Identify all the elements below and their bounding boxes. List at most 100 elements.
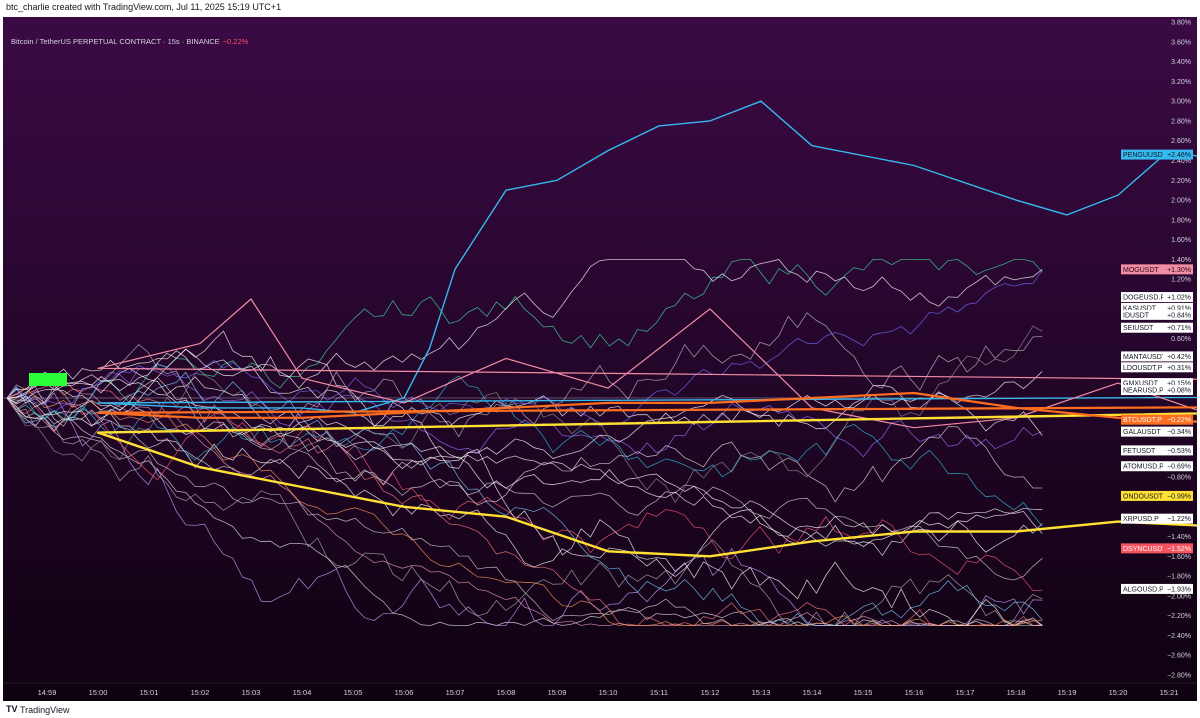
series-label: XRPUSD.P −1.22% [1121,513,1193,524]
brand-text: TradingView [20,705,70,715]
series-label: MANTAUSDT +0.42% [1121,351,1193,362]
x-tick-label: 15:13 [752,688,771,697]
series-label-value: +0.31% [1167,365,1191,372]
footer-bar: TV TradingView [0,701,1200,718]
series-label: ATOMUSD.P −0.69% [1121,461,1193,472]
background-series-line [6,387,1043,626]
series-label-value: −0.22% [1167,417,1191,424]
series-label-value: +0.42% [1167,354,1191,361]
series-label-name: GALAUSDT [1123,429,1161,436]
y-tick-label: 2.00% [1171,198,1191,205]
series-label: SEIUSDT +0.71% [1121,322,1193,333]
y-tick-label: −2.20% [1167,613,1191,620]
series-label-box [1121,322,1163,333]
series-labels: PENGUUSDT +2.46% MOGUSDT +1.30% DOGEUSD.P +1.… [1121,149,1193,594]
series-label: GMXUSDT +0.15% [1121,378,1193,389]
x-tick-label: 15:08 [497,688,516,697]
y-tick-label: −2.60% [1167,653,1191,660]
y-tick-label: −2.40% [1167,633,1191,640]
series-label-value: −0.99% [1167,493,1191,500]
series-label-value-box [1163,302,1193,313]
series-label-value-box [1163,322,1193,333]
series-label-box [1121,445,1163,456]
series-label-value: +0.84% [1167,312,1191,319]
series-label-value: −0.69% [1167,464,1191,471]
series-label-value: −1.52% [1167,546,1191,553]
x-tick-label: 15:20 [1109,688,1128,697]
background-series-line [6,378,1043,626]
series-label-value-box [1163,264,1193,275]
x-tick-label: 15:12 [701,688,720,697]
y-tick-label: 2.20% [1171,178,1191,185]
series-label-box [1121,490,1163,501]
background-series-line [6,384,1043,626]
y-tick-label: −1.40% [1167,534,1191,541]
x-tick-label: 15:11 [650,688,668,697]
series-label-value-box [1163,490,1193,501]
series-label-box [1121,292,1163,303]
series-label: PENGUUSDT +2.46% [1121,149,1193,160]
series-label: IDUSDT +0.84% [1121,309,1193,320]
x-tick-label: 15:18 [1007,688,1026,697]
y-tick-label: 3.00% [1171,99,1191,106]
y-tick-label: 3.40% [1171,59,1191,66]
series-label-value-box [1163,513,1193,524]
series-label-value-box [1163,583,1193,594]
series-label-value-box [1163,292,1193,303]
series-label-value-box [1163,362,1193,373]
series-label-name: DOGEUSD.P [1123,295,1165,302]
background-series-line [6,397,1043,626]
series-label-box [1121,264,1163,275]
y-tick-label: −0.80% [1167,475,1191,482]
series-line-mogusdt [97,298,1197,429]
series-label-value: +1.30% [1167,267,1191,274]
background-series-line [6,368,1043,537]
x-tick-label: 15:16 [905,688,924,697]
series-label-value: −0.53% [1167,448,1191,455]
chart-canvas[interactable]: 3.80% 3.60% 3.40% 3.20% 3.00% 2.80% 2.60% 2.40%… [3,17,1197,701]
symbol-legend[interactable]: Bitcoin / TetherUS PERPETUAL CONTRACT · … [11,37,248,46]
chart-area[interactable]: 3.80% 3.60% 3.40% 3.20% 3.00% 2.80% 2.60% 2.40%… [3,17,1197,701]
series-label-name: DSYNCUSDT [1123,546,1167,553]
y-tick-label: −1.80% [1167,574,1191,581]
time-axis[interactable]: 14:59 15:00 15:01 15:02 15:03 15:04 15:05 15:06… [3,682,1197,697]
series-label: KASUSDT +0.91% [1121,302,1193,313]
series-label-box [1121,543,1163,554]
series-label-value-box [1163,445,1193,456]
y-tick-label: 2.80% [1171,118,1191,125]
series-label-value: −1.93% [1167,586,1191,593]
chart-background [3,17,1197,701]
series-line-btcusdt.p [96,391,1197,423]
series-label-box [1121,414,1163,425]
symbol-name: Bitcoin / TetherUS PERPETUAL CONTRACT · … [11,37,220,46]
series-label-value-box [1163,414,1193,425]
series-label-value-box [1163,461,1193,472]
y-tick-label: −1.60% [1167,554,1191,561]
series-label-value: +1.02% [1167,295,1191,302]
series-label: FETUSDT −0.53% [1121,445,1193,456]
x-tick-label: 15:01 [140,688,159,697]
series-label-box [1121,461,1163,472]
series-label-name: ALGOUSD.P [1123,586,1164,593]
background-series-line [6,325,1043,504]
series-label: BTCUSDT.P −0.22% [1121,414,1193,425]
series-label-value: −1.22% [1167,516,1191,523]
attribution-bar: btc_charlie created with TradingView.com… [0,0,1200,16]
series-label: ALGOUSD.P −1.93% [1121,583,1193,594]
x-tick-label: 14:59 [38,688,57,697]
x-tick-label: 15:15 [854,688,873,697]
y-tick-label: 3.20% [1171,79,1191,86]
background-series-line [6,397,1043,627]
highlighted-series-group [96,100,1197,558]
series-label-value: −0.34% [1167,429,1191,436]
series-label: LDOUSDT.P +0.31% [1121,362,1193,373]
series-label-value: +2.46% [1167,152,1191,159]
y-tick-label: 1.60% [1171,237,1191,244]
series-label-name: KASUSDT [1123,305,1157,312]
price-axis[interactable]: 3.80% 3.60% 3.40% 3.20% 3.00% 2.80% 2.60% 2.40%… [1167,20,1191,680]
symbol-change: −0.22% [222,37,249,46]
series-label: DSYNCUSDT −1.52% [1121,543,1193,554]
series-label-name: IDUSDT [1123,312,1150,319]
series-label: DOGEUSD.P +1.02% [1121,292,1193,303]
series-label-name: FETUSDT [1123,448,1156,455]
